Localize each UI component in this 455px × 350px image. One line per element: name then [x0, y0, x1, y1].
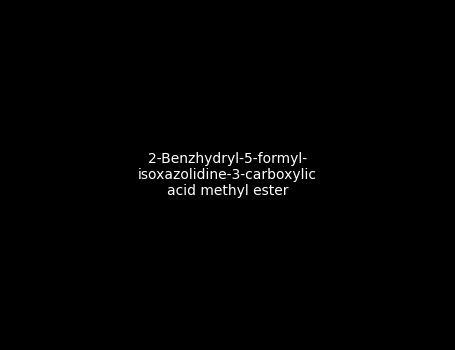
Text: 2-Benzhydryl-5-formyl-
isoxazolidine-3-carboxylic
acid methyl ester: 2-Benzhydryl-5-formyl- isoxazolidine-3-c… — [138, 152, 317, 198]
